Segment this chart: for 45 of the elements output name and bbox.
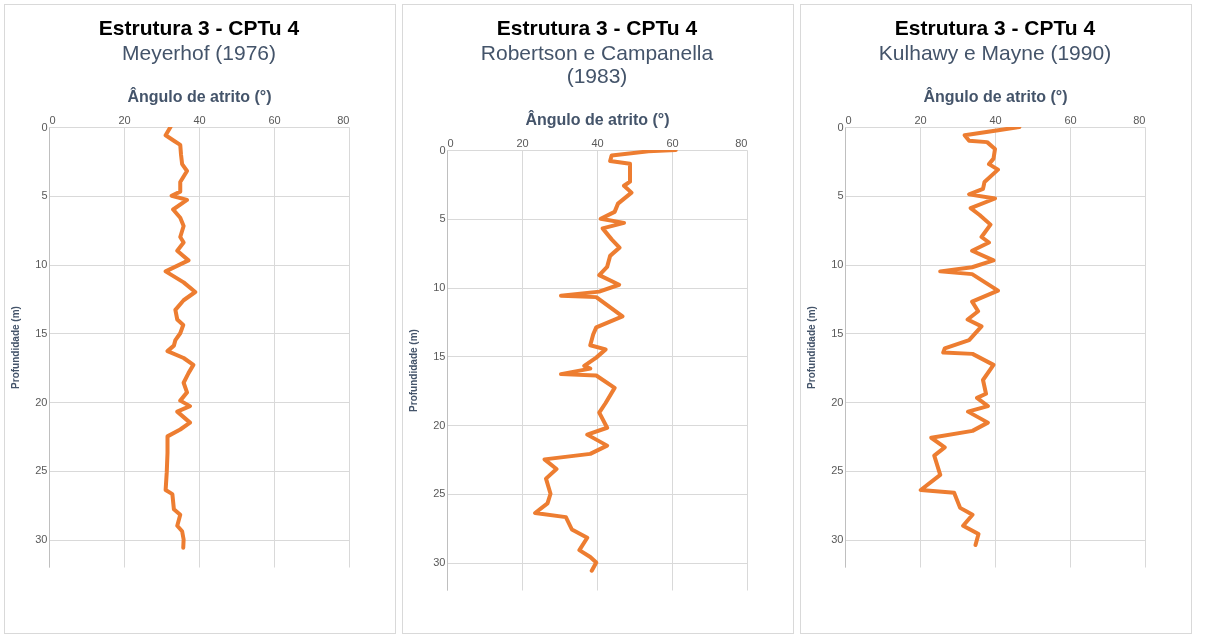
x-tick-label: 80 bbox=[1133, 113, 1146, 126]
y-tick-label: 10 bbox=[433, 281, 446, 293]
y-tick-label: 20 bbox=[35, 395, 48, 408]
x-tick-label: 40 bbox=[989, 113, 1002, 126]
x-tick-label: 60 bbox=[666, 136, 679, 149]
y-tick-label: 30 bbox=[831, 533, 844, 545]
x-tick-label: 0 bbox=[49, 113, 56, 126]
chart-title: Estrutura 3 - CPTu 4 bbox=[894, 16, 1096, 39]
x-tick-label: 60 bbox=[268, 113, 281, 126]
chart-title: Estrutura 3 - CPTu 4 bbox=[98, 16, 300, 39]
y-tick-label: 5 bbox=[837, 189, 844, 202]
y-tick-label: 20 bbox=[831, 395, 844, 408]
x-tick-label: 60 bbox=[1064, 113, 1077, 126]
y-axis-title: Profundidade (m) bbox=[408, 329, 420, 412]
y-axis-title: Profundidade (m) bbox=[806, 306, 818, 389]
y-tick-label: 25 bbox=[35, 464, 48, 477]
y-tick-label: 20 bbox=[433, 418, 446, 431]
x-tick-label: 20 bbox=[118, 113, 131, 126]
x-tick-label: 40 bbox=[193, 113, 206, 126]
y-tick-label: 5 bbox=[439, 212, 446, 225]
chart-subtitle: Kulhawy e Mayne (1990) bbox=[878, 41, 1112, 64]
x-axis-title: Ângulo de atrito (°) bbox=[127, 86, 272, 105]
y-tick-label: 5 bbox=[41, 189, 48, 202]
y-tick-label: 30 bbox=[433, 556, 446, 568]
y-tick-label: 25 bbox=[433, 487, 446, 500]
y-tick-label: 10 bbox=[831, 258, 844, 270]
x-tick-label: 80 bbox=[735, 136, 748, 149]
chart-title: Estrutura 3 - CPTu 4 bbox=[496, 16, 698, 39]
y-tick-label: 15 bbox=[831, 326, 844, 339]
y-tick-label: 25 bbox=[831, 464, 844, 477]
x-tick-label: 0 bbox=[845, 113, 852, 126]
y-tick-label: 15 bbox=[433, 349, 446, 362]
y-tick-label: 30 bbox=[35, 533, 48, 545]
x-tick-label: 20 bbox=[914, 113, 927, 126]
y-tick-label: 15 bbox=[35, 326, 48, 339]
chart-subtitle: Meyerhof (1976) bbox=[121, 41, 277, 64]
x-tick-label: 80 bbox=[337, 113, 350, 126]
chart-subtitle: Robertson e Campanella (1983) bbox=[480, 41, 714, 87]
x-axis-title: Ângulo de atrito (°) bbox=[525, 109, 670, 128]
y-axis-title: Profundidade (m) bbox=[10, 306, 22, 389]
y-tick-label: 10 bbox=[35, 258, 48, 270]
x-tick-label: 40 bbox=[591, 136, 604, 149]
x-tick-label: 0 bbox=[447, 136, 454, 149]
x-axis-title: Ângulo de atrito (°) bbox=[923, 86, 1068, 105]
x-tick-label: 20 bbox=[516, 136, 529, 149]
